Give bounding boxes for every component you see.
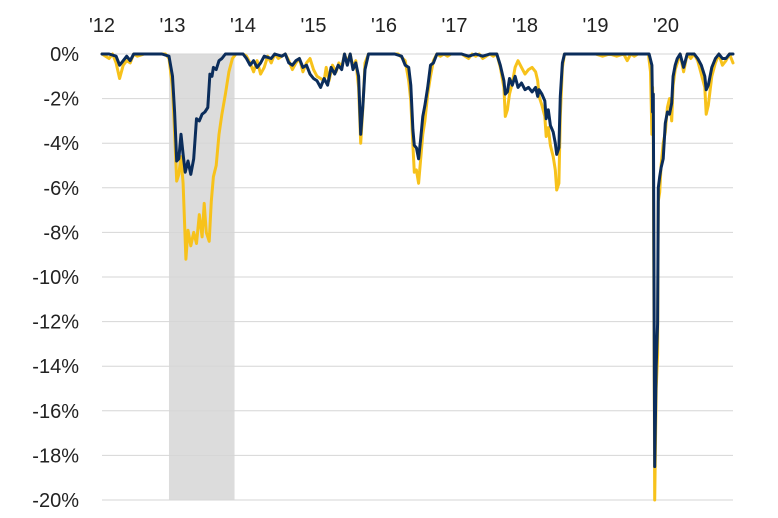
- x-tick-label: '16: [371, 15, 397, 37]
- x-tick-labels: '12 '13 '14 '15 '16 '17 '18 '19 '20: [89, 15, 679, 37]
- y-tick-label: -6%: [43, 178, 79, 200]
- x-tick-label: '12: [89, 15, 115, 37]
- y-tick-label: -20%: [32, 490, 79, 512]
- series-line-1: [100, 52, 735, 469]
- y-tick-label: 0%: [50, 44, 79, 66]
- y-tick-label: -16%: [32, 401, 79, 423]
- gridlines: [102, 53, 733, 501]
- y-tick-label: -10%: [32, 267, 79, 289]
- x-tick-label: '19: [582, 15, 608, 37]
- y-tick-labels: 0% -2% -4% -6% -8% -10% -12% -14% -16% -18% -20%: [32, 44, 79, 512]
- x-tick-label: '14: [230, 15, 256, 37]
- y-tick-label: -4%: [43, 133, 79, 155]
- y-tick-label: -12%: [32, 312, 79, 334]
- x-tick-label: '18: [512, 15, 538, 37]
- y-tick-label: -8%: [43, 222, 79, 244]
- x-tick-label: '20: [653, 15, 679, 37]
- series-lines: [100, 52, 735, 502]
- y-tick-label: -18%: [32, 445, 79, 467]
- x-tick-label: '17: [441, 15, 467, 37]
- y-tick-label: -2%: [43, 89, 79, 111]
- x-tick-label: '13: [159, 15, 185, 37]
- x-tick-label: '15: [300, 15, 326, 37]
- y-tick-label: -14%: [32, 356, 79, 378]
